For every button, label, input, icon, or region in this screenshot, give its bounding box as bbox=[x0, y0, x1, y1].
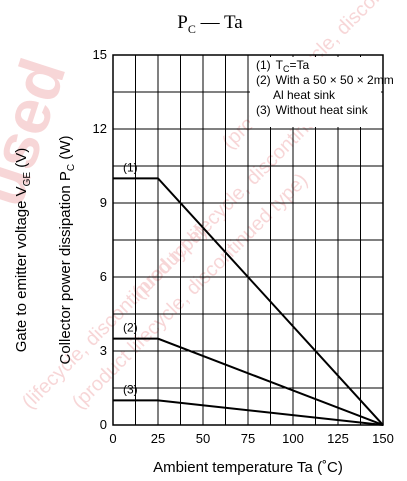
x-tick-label: 75 bbox=[241, 431, 255, 446]
x-tick-label: 100 bbox=[282, 431, 304, 446]
legend-item-3: (3) Without heat sink bbox=[256, 103, 369, 117]
x-tick-labels: 0 25 50 75 100 125 150 bbox=[109, 431, 393, 446]
series-line-2 bbox=[113, 337, 384, 426]
y-tick-label: 9 bbox=[100, 195, 107, 210]
x-tick-label: 0 bbox=[109, 431, 116, 446]
y-tick-label: 15 bbox=[93, 47, 107, 62]
series-group bbox=[113, 177, 384, 426]
x-axis-label: Ambient temperature Ta (˚C) bbox=[153, 459, 343, 476]
series-label-1: (1) bbox=[123, 160, 138, 174]
x-tick-label: 150 bbox=[372, 431, 394, 446]
y-tick-label: 6 bbox=[100, 269, 107, 284]
x-tick-label: 125 bbox=[327, 431, 349, 446]
y-tick-label: 3 bbox=[100, 343, 107, 358]
legend-item-2-line-2: Al heat sink bbox=[273, 88, 336, 102]
series-label-3: (3) bbox=[123, 382, 138, 396]
series-labels: (1) (2) (3) bbox=[123, 160, 138, 396]
legend-item-1: (1) TC=Ta bbox=[256, 58, 310, 74]
legend: (1) TC=Ta (2) With a 50 × 50 × 2mm Al heat… bbox=[250, 57, 394, 127]
y-tick-label: 0 bbox=[100, 417, 107, 432]
legend-background bbox=[250, 57, 381, 127]
y-axis-label-inner: Collector power dissipation PC (W) bbox=[57, 136, 77, 365]
legend-item-2: (2) With a 50 × 50 × 2mm bbox=[256, 73, 394, 87]
y-axis-label-outer: Gate to emitter voltage VGE (V) bbox=[13, 148, 33, 353]
y-tick-label: 12 bbox=[93, 121, 107, 136]
plot-frame bbox=[112, 54, 384, 426]
chart-title: PC — Ta bbox=[177, 12, 243, 36]
series-line-3 bbox=[113, 399, 384, 426]
x-tick-label: 25 bbox=[151, 431, 165, 446]
series-line-1 bbox=[113, 177, 384, 426]
grid bbox=[113, 55, 383, 425]
series-label-2: (2) bbox=[123, 321, 138, 335]
x-tick-label: 50 bbox=[196, 431, 210, 446]
y-tick-labels: 0 3 6 9 12 15 bbox=[93, 47, 107, 432]
